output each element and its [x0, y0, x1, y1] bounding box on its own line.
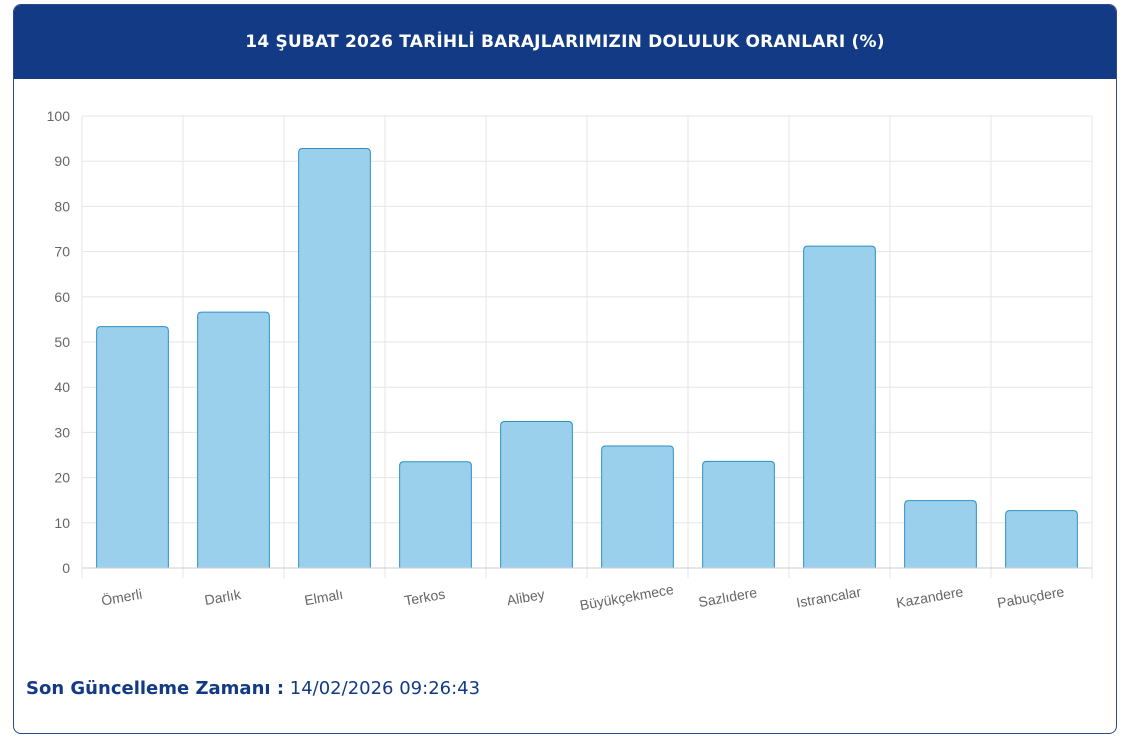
y-tick-label: 30 [54, 424, 70, 440]
bar [298, 148, 371, 568]
y-tick-label: 70 [54, 244, 70, 260]
y-tick-label: 80 [54, 198, 70, 214]
y-tick-label: 10 [54, 515, 70, 531]
last-update-label: Son Güncelleme Zamanı : [26, 678, 285, 699]
x-tick-label: Istrancalar [795, 583, 862, 610]
bar [601, 445, 674, 568]
x-tick-label: Alibey [505, 586, 545, 608]
y-tick-label: 20 [54, 470, 70, 486]
x-tick-label: Büyükçekmece [578, 581, 674, 613]
y-tick-label: 40 [54, 379, 70, 395]
chart-card: 14 ŞUBAT 2026 TARİHLİ BARAJLARIMIZIN DOL… [13, 4, 1117, 734]
bar [1005, 510, 1078, 568]
bar [399, 461, 472, 568]
last-update: Son Güncelleme Zamanı : 14/02/2026 09:26… [26, 678, 480, 699]
bar [803, 245, 876, 568]
x-tick-label: Pabuçdere [996, 583, 1066, 611]
bar [904, 500, 977, 568]
x-tick-label: Kazandere [895, 583, 965, 611]
x-tick-label: Terkos [403, 586, 446, 609]
x-tick-label: Elmalı [303, 586, 344, 609]
last-update-value: 14/02/2026 09:26:43 [289, 678, 481, 699]
y-tick-label: 100 [47, 108, 71, 124]
bar [500, 421, 573, 568]
bar [197, 311, 270, 568]
bar [96, 326, 169, 568]
x-tick-label: Ömerli [100, 585, 144, 609]
y-tick-label: 50 [54, 334, 70, 350]
x-tick-label: Sazlıdere [697, 584, 758, 610]
bar [702, 460, 775, 568]
chart-title: 14 ŞUBAT 2026 TARİHLİ BARAJLARIMIZIN DOL… [14, 5, 1116, 79]
x-tick-label: Darlık [203, 586, 243, 608]
y-tick-label: 60 [54, 289, 70, 305]
y-tick-label: 0 [62, 560, 70, 576]
y-tick-label: 90 [54, 153, 70, 169]
